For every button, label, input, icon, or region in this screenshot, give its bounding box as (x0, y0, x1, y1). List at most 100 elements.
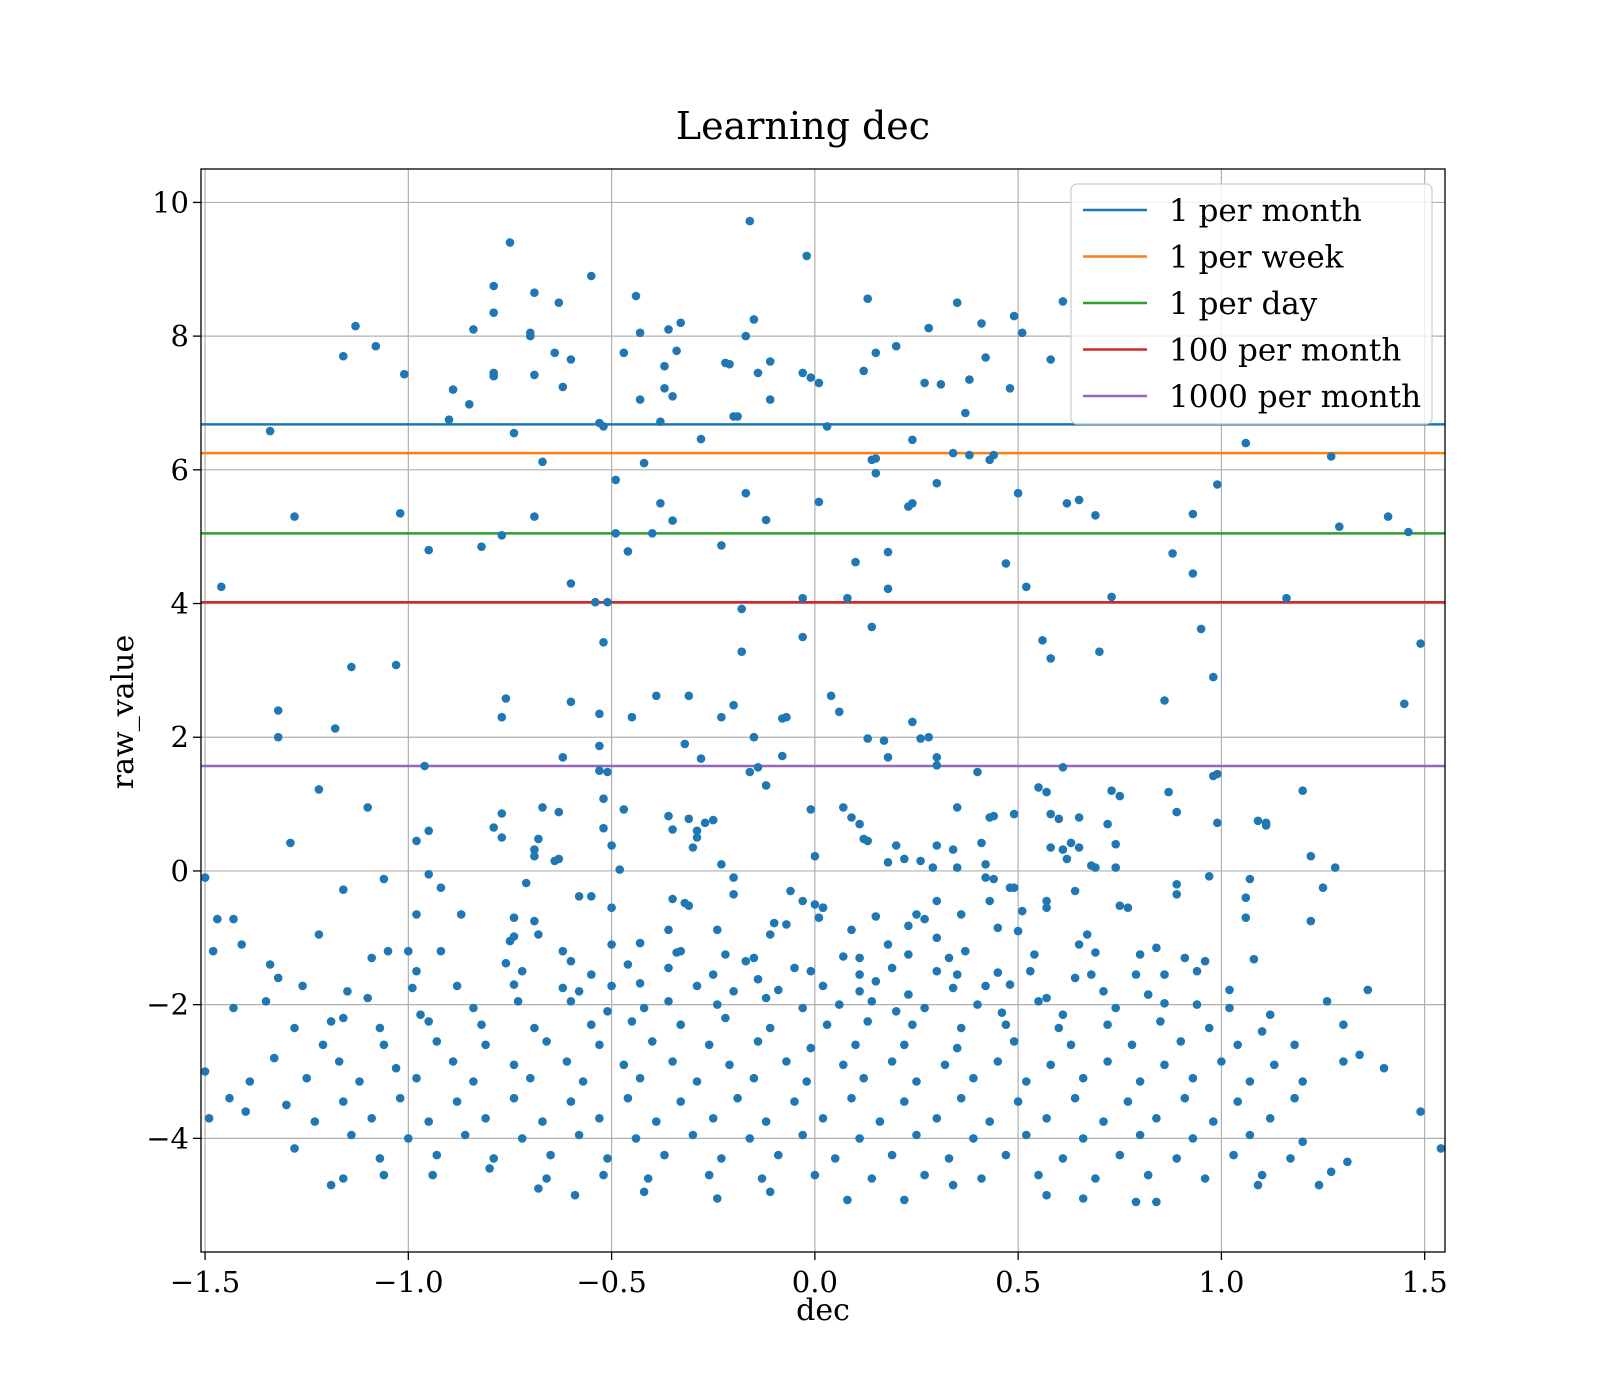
scatter-point (273, 706, 283, 715)
scatter-point (530, 845, 539, 854)
scatter-point (749, 953, 759, 963)
scatter-point (603, 767, 612, 777)
scatter-point (570, 1190, 580, 1200)
scatter-point (948, 448, 958, 458)
scatter-point (891, 841, 901, 850)
scatter-point (1017, 328, 1027, 338)
scatter-point (497, 809, 507, 818)
scatter-point (639, 458, 649, 468)
scatter-point (692, 1077, 702, 1086)
x-tick-label: −1.0 (373, 1265, 443, 1299)
scatter-point (965, 375, 974, 384)
scatter-point (1123, 1097, 1133, 1106)
x-tick-label: −1.5 (170, 1265, 240, 1299)
scatter-point (1091, 1174, 1100, 1183)
scatter-point (1209, 1117, 1218, 1126)
scatter-point (469, 1003, 478, 1013)
scatter-point (391, 660, 401, 670)
scatter-point (745, 216, 755, 226)
scatter-point (802, 251, 811, 261)
scatter-point (501, 958, 511, 968)
scatter-point (1261, 821, 1271, 830)
scatter-point (1343, 1157, 1352, 1167)
scatter-point (367, 953, 377, 963)
scatter-point (969, 1134, 978, 1143)
scatter-point (908, 717, 917, 727)
scatter-point (952, 970, 962, 979)
scatter-point (489, 281, 499, 291)
scatter-point (587, 271, 596, 281)
scatter-point (538, 803, 547, 812)
scatter-point (932, 841, 942, 850)
scatter-point (521, 878, 531, 888)
scatter-point (599, 638, 608, 647)
scatter-point (273, 973, 283, 983)
scatter-point (867, 1174, 877, 1183)
plot-area-frame (200, 168, 1446, 1253)
scatter-point (404, 946, 413, 956)
scatter-point (956, 1093, 966, 1103)
scatter-point (900, 1195, 909, 1205)
scatter-point (932, 933, 942, 943)
scatter-point (1160, 1060, 1169, 1070)
scatter-point (379, 1040, 389, 1050)
scatter-point (1306, 851, 1316, 861)
scatter-point (574, 892, 584, 901)
scatter-point (489, 1154, 499, 1163)
scatter-point (595, 766, 604, 775)
scatter-point (1046, 654, 1055, 663)
scatter-point (1062, 499, 1072, 508)
scatter-point (1180, 1093, 1190, 1103)
scatter-point (944, 1154, 954, 1163)
scatter-point (509, 428, 519, 438)
scatter-point (566, 1097, 576, 1106)
scatter-point (1107, 592, 1116, 602)
y-tick-label: 6 (171, 453, 189, 487)
scatter-point (721, 1013, 730, 1023)
scatter-point (424, 1117, 434, 1126)
scatter-point (997, 1008, 1007, 1017)
scatter-point (619, 1060, 629, 1070)
scatter-point (867, 997, 877, 1006)
scatter-point (526, 1073, 535, 1083)
scatter-point (408, 983, 417, 993)
scatter-point (1103, 819, 1112, 829)
scatter-point (1115, 901, 1125, 910)
scatter-point (648, 1037, 657, 1046)
scatter-point (847, 925, 856, 935)
scatter-point (363, 803, 373, 812)
scatter-point (961, 408, 970, 418)
scatter-point (652, 1117, 661, 1126)
scatter-point (883, 940, 893, 949)
scatter-point (855, 970, 864, 979)
scatter-point (1058, 1154, 1068, 1163)
scatter-point (952, 1043, 962, 1053)
scatter-point (1156, 1017, 1165, 1026)
scatter-point (1013, 1097, 1023, 1106)
scatter-point (1143, 990, 1153, 999)
scatter-point (932, 966, 942, 976)
scatter-point (1070, 973, 1080, 983)
scatter-point (855, 953, 864, 963)
scatter-point (1017, 906, 1027, 916)
scatter-point (558, 382, 568, 392)
scatter-point (339, 351, 348, 361)
scatter-point (290, 512, 299, 521)
scatter-point (652, 691, 661, 701)
scatter-point (680, 739, 690, 749)
scatter-point (790, 963, 799, 973)
scatter-point (1034, 1170, 1043, 1180)
scatter-point (509, 980, 519, 989)
scatter-point (497, 833, 507, 842)
scatter-point (542, 1037, 551, 1046)
scatter-point (664, 811, 673, 821)
scatter-point (1172, 880, 1181, 889)
scatter-point (1046, 355, 1055, 364)
scatter-point (452, 1097, 462, 1106)
scatter-point (940, 1060, 950, 1070)
scatter-point (1062, 854, 1072, 864)
scatter-point (1225, 985, 1234, 995)
scatter-point (599, 794, 608, 803)
scatter-point (1074, 940, 1084, 949)
scatter-point (847, 1093, 856, 1103)
